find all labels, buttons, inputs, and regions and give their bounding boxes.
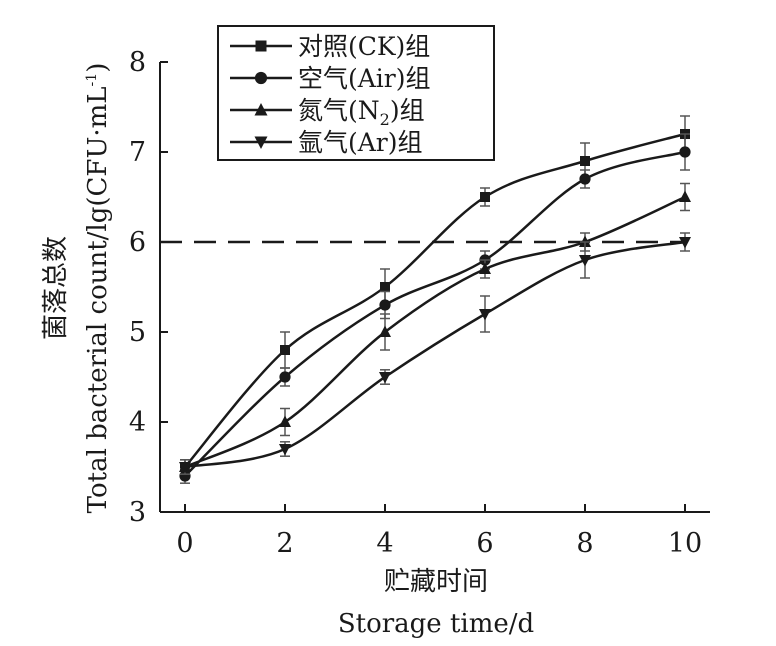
series-triangle-down bbox=[179, 232, 691, 475]
series-triangle-up bbox=[179, 182, 691, 475]
y-tick-label: 7 bbox=[129, 137, 146, 168]
legend-label-ck: 对照(CK)组 bbox=[298, 32, 430, 61]
data-point bbox=[280, 345, 290, 355]
legend-marker-circle bbox=[254, 71, 268, 85]
series-line bbox=[184, 150, 686, 477]
data-point bbox=[480, 192, 490, 202]
y-tick-label: 5 bbox=[129, 317, 146, 348]
x-tick-label: 6 bbox=[476, 528, 493, 559]
y-axis-title-en: Total bacterial count/lg(CFU·mL-1) bbox=[83, 63, 113, 514]
legend-label-n2-post: )组 bbox=[390, 96, 425, 125]
x-tick-label: 10 bbox=[668, 528, 702, 559]
legend-label-air: 空气(Air)组 bbox=[298, 64, 431, 93]
y-tick-label: 3 bbox=[129, 497, 146, 528]
data-point bbox=[479, 262, 491, 274]
legend-label-ar: 氩气(Ar)组 bbox=[298, 128, 423, 157]
data-point bbox=[579, 255, 591, 267]
x-tick-label: 2 bbox=[276, 528, 293, 559]
data-point bbox=[279, 371, 291, 383]
data-point bbox=[579, 173, 591, 185]
y-axis-title-en-main: Total bacterial count/lg(CFU·mL bbox=[83, 86, 113, 513]
plot-frame bbox=[159, 62, 710, 513]
x-tick-label: 4 bbox=[376, 528, 393, 559]
legend-marker-triangle-up bbox=[254, 103, 268, 116]
y-axis-title-en-end: ) bbox=[83, 63, 113, 73]
data-point bbox=[679, 146, 691, 158]
data-point bbox=[279, 415, 291, 427]
data-point bbox=[580, 156, 590, 166]
x-tick-label: 8 bbox=[576, 528, 593, 559]
y-tick-label: 8 bbox=[129, 47, 146, 78]
y-tick-label: 6 bbox=[129, 227, 146, 258]
legend-label-n2-pre: 氮气(N bbox=[298, 96, 380, 125]
data-point bbox=[379, 372, 391, 384]
y-axis-title-en-sup: -1 bbox=[84, 73, 100, 87]
data-point bbox=[679, 237, 691, 249]
series-line bbox=[184, 132, 686, 468]
data-point bbox=[179, 470, 191, 482]
ticks-layer: 3 4 5 6 7 8 0 2 4 6 8 10 bbox=[129, 47, 702, 559]
legend-label-n2: 氮气(N2)组 bbox=[298, 96, 425, 129]
legend-marker-triangle-down bbox=[254, 136, 268, 149]
x-tick-label: 0 bbox=[176, 528, 193, 559]
y-tick-label: 4 bbox=[129, 407, 146, 438]
legend-label-n2-sub: 2 bbox=[380, 110, 390, 129]
legend-marker-shape bbox=[254, 103, 268, 116]
x-axis-title-cn: 贮藏时间 bbox=[384, 567, 488, 597]
y-axis-title-cn: 菌落总数 bbox=[41, 236, 71, 340]
data-point bbox=[479, 309, 491, 321]
legend-marker-shape bbox=[254, 136, 268, 149]
data-point bbox=[679, 190, 691, 202]
series-line bbox=[184, 240, 686, 469]
legend-marker-square bbox=[255, 40, 267, 52]
series-line bbox=[184, 195, 686, 469]
x-axis-title-en: Storage time/d bbox=[338, 609, 534, 639]
data-point bbox=[279, 444, 291, 456]
data-point bbox=[379, 299, 391, 311]
series-square bbox=[180, 115, 690, 475]
data-point bbox=[379, 325, 391, 337]
data-point bbox=[380, 282, 390, 292]
data-point bbox=[179, 462, 191, 474]
legend-marker-shape bbox=[255, 40, 267, 52]
legend-marker-shape bbox=[254, 71, 268, 85]
series-circle bbox=[179, 133, 691, 484]
legend: 对照(CK)组 空气(Air)组 氮气(N2)组 氩气(Ar)组 bbox=[217, 25, 495, 161]
series-layer bbox=[179, 115, 691, 484]
